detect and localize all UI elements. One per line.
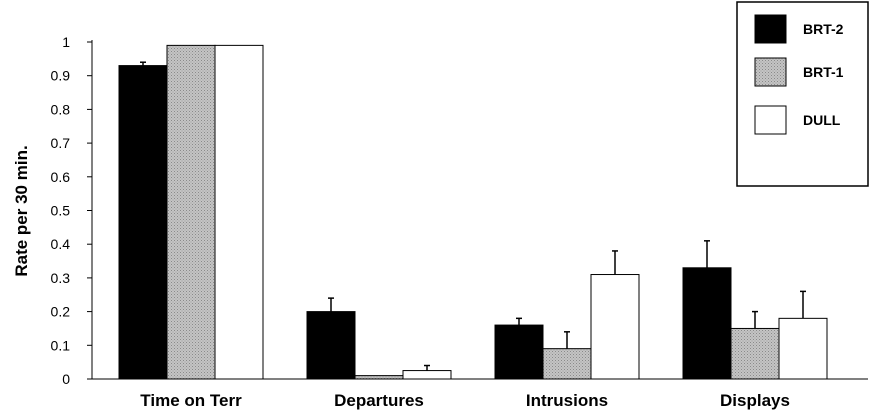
- x-tick-labels: Time on Terr Departures Intrusions Displays: [140, 391, 790, 410]
- legend-label-dull: DULL: [803, 112, 841, 128]
- y-tick-label: 0: [62, 371, 70, 387]
- y-tick-label: 0.2: [51, 304, 71, 320]
- x-tick-label: Displays: [720, 391, 790, 410]
- bar-brt-1-4: [730, 327, 780, 380]
- bar-brt-1-1: [166, 44, 216, 380]
- x-tick-label: Departures: [334, 391, 424, 410]
- legend-label-brt-2: BRT-2: [803, 21, 844, 37]
- bar-dull-2: [402, 370, 452, 380]
- bars: [118, 44, 828, 380]
- x-tick-label: Time on Terr: [140, 391, 242, 410]
- y-tick-label: 0.8: [51, 101, 71, 117]
- y-tick-label: 0.5: [51, 203, 71, 219]
- bar-brt-2-1: [118, 65, 168, 380]
- y-tick-label: 0.4: [51, 236, 71, 252]
- y-tick-label: 0.1: [51, 337, 71, 353]
- y-axis-title: Rate per 30 min.: [12, 145, 31, 276]
- bar-brt-2-3: [494, 324, 544, 380]
- y-tick-label: 1: [62, 34, 70, 50]
- bar-brt-2-4: [682, 267, 732, 380]
- legend-swatch-brt-2: [754, 14, 787, 44]
- legend-label-brt-1: BRT-1: [803, 64, 844, 80]
- bar-dull-3: [590, 274, 640, 380]
- y-tick-label: 0.7: [51, 135, 71, 151]
- y-tick-label: 0.6: [51, 169, 71, 185]
- bar-brt-1-3: [542, 348, 592, 380]
- bar-dull-4: [778, 317, 828, 380]
- y-tick-label: 0.9: [51, 68, 71, 84]
- y-tick-label: 0.3: [51, 270, 71, 286]
- bar-dull-1: [214, 44, 264, 380]
- bar-brt-2-2: [306, 311, 356, 380]
- legend: BRT-2 BRT-1 DULL: [736, 1, 869, 187]
- x-tick-label: Intrusions: [526, 391, 608, 410]
- legend-swatch-dull: [754, 105, 787, 135]
- bar-brt-1-2: [354, 375, 404, 380]
- y-ticks: 0 0.1 0.2 0.3 0.4 0.5 0.6 0.7 0.8 0.9 1: [51, 34, 92, 387]
- legend-swatch-brt-1: [754, 57, 787, 87]
